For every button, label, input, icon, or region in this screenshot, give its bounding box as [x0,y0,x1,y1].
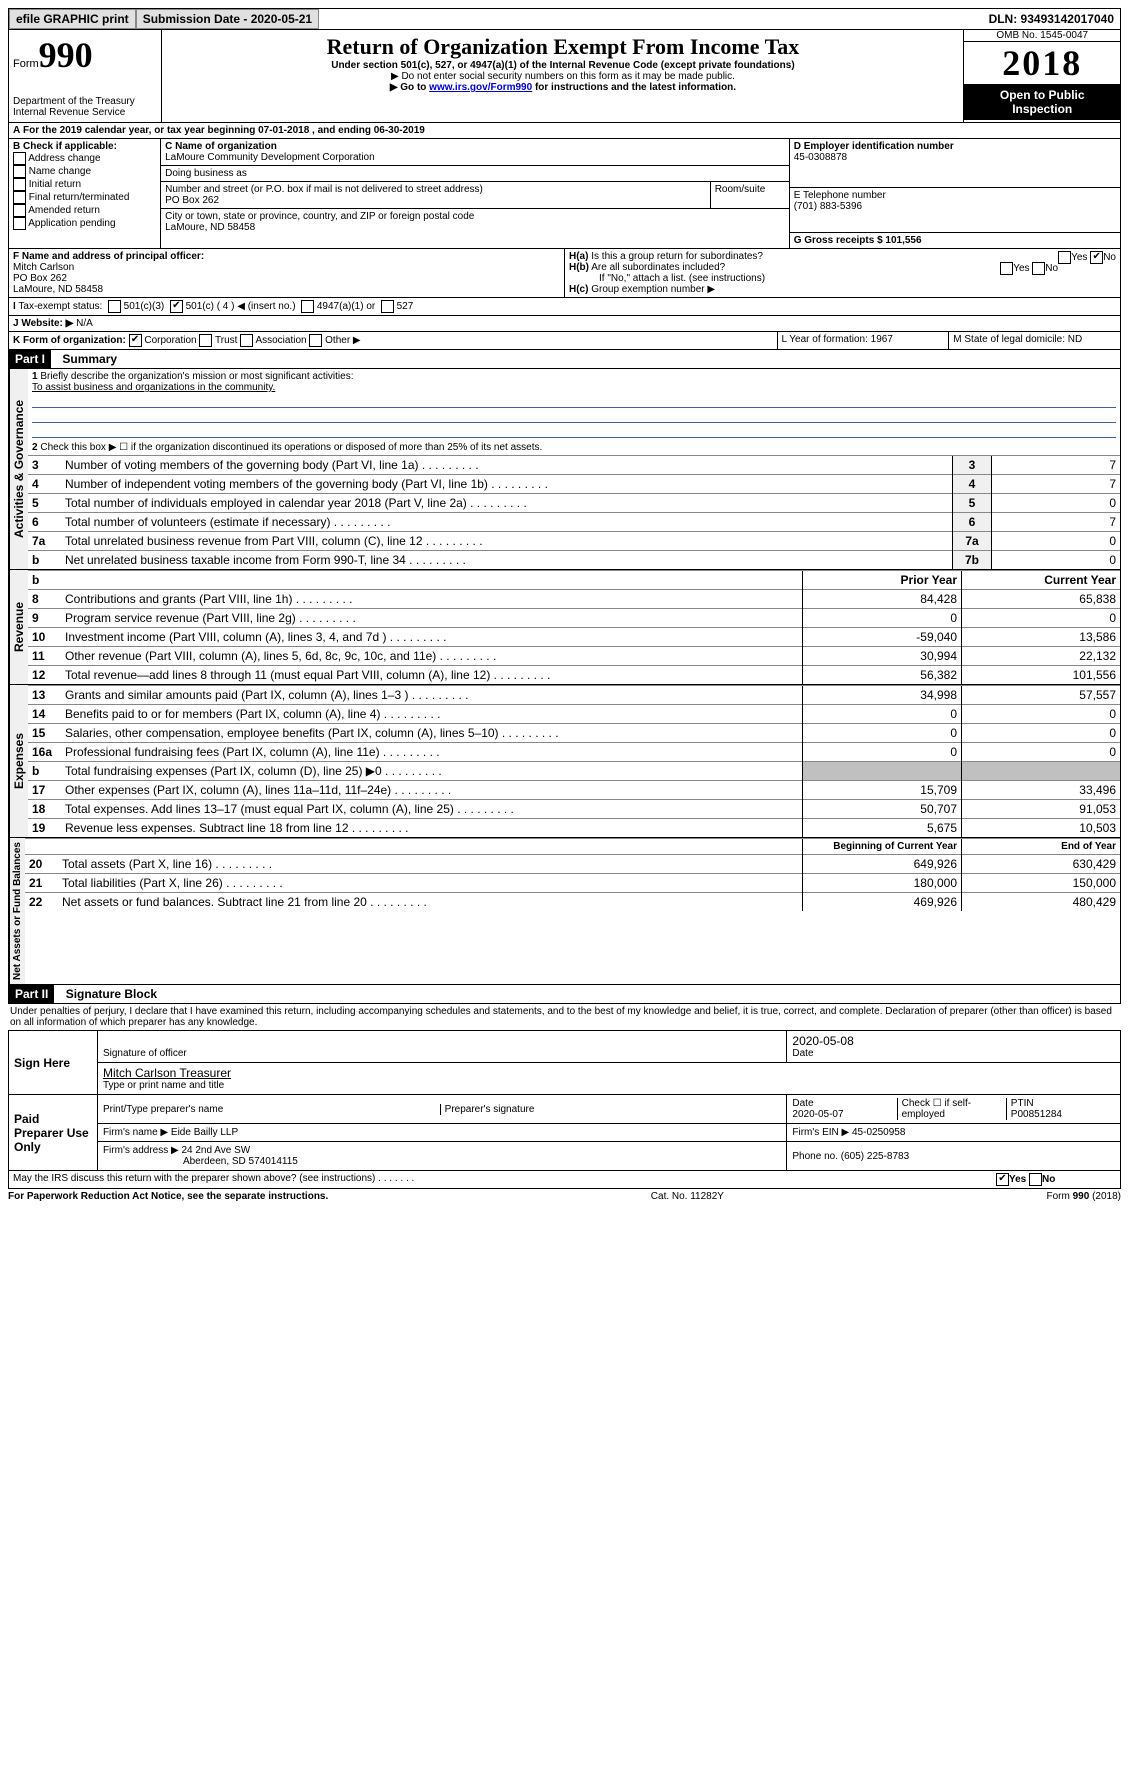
form-number: 990 [39,35,93,75]
prep-name-label: Print/Type preparer's name [103,1104,440,1115]
org-city: LaMoure, ND 58458 [165,222,785,233]
self-employed-check[interactable]: Check ☐ if self-employed [897,1098,1006,1120]
sig-officer-label: Signature of officer [103,1048,781,1059]
governance-table: 3Number of voting members of the governi… [28,455,1120,569]
chk-amended[interactable]: Amended return [28,205,100,216]
box-i-label: Tax-exempt status: [18,301,102,312]
signature-table: Sign Here Signature of officer 2020-05-0… [8,1030,1121,1171]
entity-block: B Check if applicable: Address change Na… [8,139,1121,249]
vlabel-netassets: Net Assets or Fund Balances [9,838,25,984]
part1-subtitle: Summary [54,352,117,366]
firm-addr: 24 2nd Ave SW [181,1145,250,1156]
box-j-label: Website: ▶ [21,318,73,329]
state-domicile: M State of legal domicile: ND [949,332,1120,349]
officer-addr: PO Box 262 [13,273,560,284]
opt-corp[interactable]: Corporation [144,335,196,346]
firm-phone: Phone no. (605) 225-8783 [787,1142,1121,1171]
efile-button[interactable]: efile GRAPHIC print [9,9,136,29]
cat-number: Cat. No. 11282Y [328,1191,1046,1202]
website: N/A [76,318,93,329]
netassets-table: Beginning of Current YearEnd of Year 20T… [25,838,1120,911]
officer-printed: Mitch Carlson Treasurer [103,1066,1115,1080]
dln: DLN: 93493142017040 [983,10,1120,28]
ein: 45-0308878 [794,152,1116,163]
irs-label: Internal Revenue Service [13,107,157,118]
opt-trust[interactable]: Trust [215,335,237,346]
form-footer: Form 990 (2018) [1047,1191,1121,1202]
opt-501c[interactable]: 501(c) ( 4 ) ◀ (insert no.) [186,301,296,312]
paperwork-notice: For Paperwork Reduction Act Notice, see … [8,1191,328,1202]
top-bar: efile GRAPHIC print Submission Date - 20… [8,8,1121,30]
vlabel-revenue: Revenue [9,570,28,684]
opt-4947[interactable]: 4947(a)(1) or [317,301,375,312]
telephone: (701) 883-5396 [794,201,1116,212]
line2-label: Check this box ▶ ☐ if the organization d… [40,442,542,453]
dba-label: Doing business as [165,168,247,179]
chk-name[interactable]: Name change [29,166,91,177]
line-a: A For the 2019 calendar year, or tax yea… [9,123,429,138]
chk-final[interactable]: Final return/terminated [29,192,130,203]
opt-527[interactable]: 527 [397,301,414,312]
year-formation: L Year of formation: 1967 [778,332,950,349]
addr-label: Number and street (or P.O. box if mail i… [165,184,706,195]
box-c-name-label: C Name of organization [165,141,785,152]
perjury-declaration: Under penalties of perjury, I declare th… [8,1004,1121,1030]
prep-date: 2020-05-07 [792,1109,843,1120]
vlabel-expenses: Expenses [9,685,28,837]
sign-here-label: Sign Here [9,1031,98,1095]
opt-501c3[interactable]: 501(c)(3) [124,301,165,312]
expenses-table: 13Grants and similar amounts paid (Part … [28,685,1120,837]
omb-number: OMB No. 1545-0047 [964,30,1120,42]
room-label: Room/suite [711,182,789,208]
sig-date: 2020-05-08 [792,1034,1115,1048]
vlabel-governance: Activities & Governance [9,369,28,569]
firm-city: Aberdeen, SD 574014115 [103,1156,298,1167]
subtitle-2: ▶ Do not enter social security numbers o… [166,71,959,82]
subtitle-1: Under section 501(c), 527, or 4947(a)(1)… [166,60,959,71]
line1-label: Briefly describe the organization's miss… [40,371,353,382]
officer-name: Mitch Carlson [13,262,560,273]
revenue-table: bPrior YearCurrent Year 8Contributions a… [28,570,1120,684]
city-label: City or town, state or province, country… [165,211,785,222]
dept-treasury: Department of the Treasury [13,96,157,107]
opt-other[interactable]: Other ▶ [325,335,360,346]
discuss-question: May the IRS discuss this return with the… [9,1171,992,1188]
opt-assoc[interactable]: Association [255,335,306,346]
hb-label: Are all subordinates included? [591,262,725,273]
ha-label: Is this a group return for subordinates? [591,251,763,262]
print-name-label: Type or print name and title [103,1080,1115,1091]
box-e-label: E Telephone number [794,190,1116,201]
form-title: Return of Organization Exempt From Incom… [166,34,959,60]
mission-text: To assist business and organizations in … [32,382,275,393]
chk-pending[interactable]: Application pending [28,218,115,229]
chk-address[interactable]: Address change [28,153,100,164]
firm-ein: 45-0250958 [852,1127,905,1138]
subtitle-3: ▶ Go to www.irs.gov/Form990 for instruct… [166,82,959,93]
officer-city: LaMoure, ND 58458 [13,284,560,295]
firm-name: Eide Bailly LLP [171,1127,238,1138]
box-f-label: F Name and address of principal officer: [13,251,560,262]
form990-link[interactable]: www.irs.gov/Form990 [429,82,532,93]
submission-date: Submission Date - 2020-05-21 [136,9,319,29]
box-b-label: B Check if applicable: [13,141,156,152]
prep-sig-label: Preparer's signature [440,1104,782,1115]
box-d-label: D Employer identification number [794,141,1116,152]
open-public: Open to Public Inspection [964,84,1120,120]
chk-initial[interactable]: Initial return [29,179,81,190]
gross-receipts: G Gross receipts $ 101,556 [790,233,1120,248]
date-label: Date [792,1048,1115,1059]
tax-year: 2018 [964,42,1120,84]
box-k-label: K Form of organization: [13,335,126,346]
ptin: P00851284 [1011,1109,1062,1120]
part2-subtitle: Signature Block [58,987,157,1001]
hc-label: Group exemption number ▶ [591,284,715,295]
form-header: Form990 Department of the Treasury Inter… [8,30,1121,123]
part1-tab: Part I [9,350,51,368]
paid-preparer-label: Paid Preparer Use Only [9,1095,98,1171]
form-word: Form [13,58,39,70]
org-address: PO Box 262 [165,195,706,206]
org-name: LaMoure Community Development Corporatio… [165,152,785,163]
part2-tab: Part II [9,985,54,1003]
